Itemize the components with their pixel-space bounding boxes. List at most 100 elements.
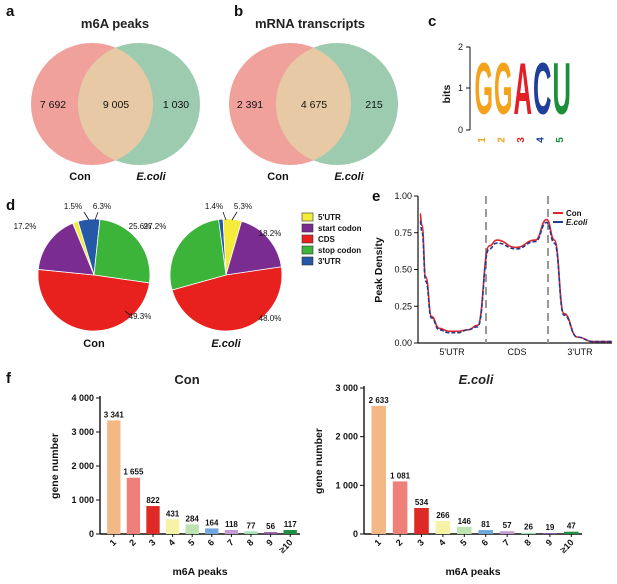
pie-ecoli <box>169 218 283 332</box>
pie-con-leader-2 <box>94 211 99 221</box>
pie-con-label-stop: 25.6% <box>129 222 152 231</box>
bars-ecoli-bar-10 <box>564 531 579 534</box>
bars-con-xtick-10: ≥10 <box>277 537 295 555</box>
pie-legend-label-0: 5'UTR <box>318 213 341 222</box>
pie-ecoli-label-cds: 48.0% <box>259 314 282 323</box>
bars-con-value-2: 1 655 <box>123 468 144 477</box>
bars-ecoli-bar-2 <box>392 481 408 534</box>
motif-ytick-2: 2 <box>458 42 463 52</box>
bars-ecoli-ytick-0: 0 <box>353 529 358 539</box>
pie-con <box>37 218 151 332</box>
density-legend-con: Con <box>566 209 582 218</box>
bars-con-value-6: 164 <box>205 518 219 527</box>
bars-con-bar-1 <box>107 420 121 534</box>
venn-a-right-label: E.coli <box>136 171 166 183</box>
bars-con-xtick-9: 9 <box>264 537 275 548</box>
density-line-con <box>419 212 612 343</box>
bars-ecoli-value-5: 146 <box>458 517 472 526</box>
bars-con-value-4: 431 <box>166 509 180 518</box>
bars-con-value-8: 77 <box>247 521 256 530</box>
bars-con-bar-5 <box>185 524 199 534</box>
pie-con-label-5utr: 1.5% <box>64 202 82 211</box>
bars-con-ytick-2: 2 000 <box>71 461 94 471</box>
motif-position-3: 3 <box>516 137 527 143</box>
bars-con-value-7: 118 <box>225 520 238 529</box>
bars-ecoli-value-9: 19 <box>545 523 554 532</box>
pie-legend-swatch-1 <box>301 223 314 233</box>
bars-ecoli-xlabel: m6A peaks <box>445 566 500 578</box>
panel-label-c: c <box>428 13 436 30</box>
pie-ecoli-leader-1 <box>222 211 227 221</box>
bars-con-bar-2 <box>126 477 141 534</box>
pie-ecoli-label-start: 18.2% <box>259 229 282 238</box>
bars-con-value-5: 284 <box>186 514 200 523</box>
venn-b-overlap <box>275 47 352 161</box>
pie-legend-label-1: start codon <box>318 224 362 233</box>
bars-ecoli-xtick-1: 1 <box>372 537 383 548</box>
bars-ecoli-bar-6 <box>478 530 493 534</box>
bars-con-xtick-7: 7 <box>225 537 236 548</box>
bars-con-bar-4 <box>165 519 180 534</box>
bars-ecoli-xtick-5: 5 <box>458 537 469 548</box>
bars-con-bar-7 <box>224 529 239 534</box>
bars-ecoli-ylabel: gene number <box>313 428 325 494</box>
motif-letter-a-3: A <box>514 47 532 130</box>
density-ytick-2: 0.50 <box>394 265 412 275</box>
pie-legend-label-3: stop codon <box>318 246 361 255</box>
motif-position-2: 2 <box>496 137 507 143</box>
bars-con-bar-6 <box>205 528 219 534</box>
motif-position-1: 1 <box>477 137 488 143</box>
pie-ecoli-leader-2 <box>231 211 238 221</box>
venn-a-left-label: Con <box>69 171 91 183</box>
bars-ecoli-value-1: 2 633 <box>369 396 390 405</box>
bars-ecoli-ytick-3: 3 000 <box>335 383 358 393</box>
pie-con-slice-cds <box>37 268 150 332</box>
bars-ecoli-bar-9 <box>542 533 558 534</box>
bars-ecoli-bar-5 <box>457 526 472 534</box>
venn-a-right-only: 1 030 <box>163 99 189 111</box>
venn-b-right-only: 215 <box>365 99 383 111</box>
bars-con-bar-9 <box>263 532 278 534</box>
bars-con-value-3: 822 <box>146 496 160 505</box>
pie-con-slice-start-codon <box>37 222 95 276</box>
venn-a-title: m6A peaks <box>81 16 149 31</box>
motif-position-5: 5 <box>555 137 566 143</box>
bars-con-bar-3 <box>146 506 160 534</box>
density-ytick-4: 1.00 <box>394 191 412 201</box>
bars-ecoli-xtick-8: 8 <box>522 537 533 548</box>
density-xtick-5utr: 5'UTR <box>439 347 465 357</box>
venn-mrna-transcripts: mRNA transcripts 2 391 4 675 215 Con E.c… <box>229 16 398 183</box>
bars-ecoli-xtick-4: 4 <box>437 537 448 548</box>
pie-legend-swatch-0 <box>301 212 314 222</box>
bars-ecoli-value-8: 26 <box>524 523 533 532</box>
density-legend-ecoli: E.coli <box>566 218 588 227</box>
density-ytick-3: 0.75 <box>394 228 412 238</box>
density-xtick-cds: CDS <box>507 347 526 357</box>
bars-ecoli-bar-3 <box>414 508 429 534</box>
pie-legend-swatch-2 <box>301 234 314 244</box>
bars-con-ylabel: gene number <box>49 433 61 499</box>
venn-b-right-label: E.coli <box>334 171 364 183</box>
bars-ecoli-xtick-6: 6 <box>479 537 490 548</box>
bars-ecoli-ytick-2: 2 000 <box>335 432 358 442</box>
pie-legend-swatch-4 <box>301 256 314 266</box>
motif-letter-g-2: G <box>494 48 512 130</box>
bars-ecoli-xtick-10: ≥10 <box>558 537 576 555</box>
pie-con-label-cds: 49.3% <box>129 312 152 321</box>
density-line-ecoli <box>419 220 612 343</box>
bars-con-xtick-2: 2 <box>127 537 138 548</box>
pie-con-slice-stop-codon <box>93 218 151 284</box>
pie-ecoli-label-5utr: 5.3% <box>234 202 252 211</box>
pie-legend-label-4: 3'UTR <box>318 257 341 266</box>
pie-con-labels: 1.5% 6.3% 25.6% 49.3% 17.2% <box>14 202 152 321</box>
peak-density-chart: 0.000.250.500.751.00 Peak Density 5'UTR … <box>373 191 612 357</box>
bar-chart-con: Con 0 1 000 2 000 3 000 4 000 gene number 3 341… <box>49 372 300 578</box>
motif-position-4: 4 <box>535 137 546 143</box>
bars-con-ytick-4: 4 000 <box>71 393 94 403</box>
bars-ecoli-ytick-1: 1 000 <box>335 480 358 490</box>
motif-letter-g-1: G <box>475 48 493 130</box>
pie-ecoli-slice-stop-codon <box>169 219 227 291</box>
bars-con-xtick-1: 1 <box>108 537 119 548</box>
pie-con-label: Con <box>83 338 105 350</box>
